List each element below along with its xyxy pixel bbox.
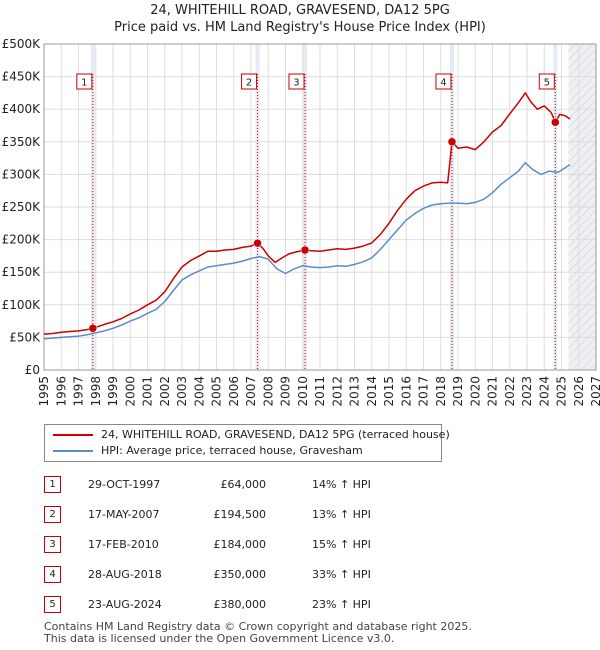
sale-row: 4 28-AUG-2018 £350,000 33% ↑ HPI xyxy=(0,564,600,586)
y-tick-label: £100K xyxy=(2,298,42,312)
legend-label-hpi: HPI: Average price, terraced house, Grav… xyxy=(101,444,363,457)
sale-hpi-change: 33% ↑ HPI xyxy=(312,568,371,581)
x-tick-label: 2017 xyxy=(417,376,431,407)
legend-swatch-hpi xyxy=(53,450,93,452)
y-tick-label: £400K xyxy=(2,102,42,116)
series-line-property xyxy=(43,92,571,335)
sale-number-badge: 5 xyxy=(44,596,61,613)
sale-point xyxy=(300,245,310,255)
y-tick-label: £450K xyxy=(2,70,42,84)
sale-label-box xyxy=(241,73,258,90)
x-tick-label: 2020 xyxy=(468,376,482,407)
sale-point xyxy=(447,137,457,147)
legend-swatch-property xyxy=(53,434,93,436)
sale-label-text: 2 xyxy=(246,78,252,89)
x-tick-label: 2000 xyxy=(123,376,137,407)
price-chart: 1 2 3 4 5 £0 £50K £100K £150K £200K £250K £300K £350… xyxy=(2,37,600,407)
chart-title-subtitle: Price paid vs. HM Land Registry's House … xyxy=(114,20,486,35)
sale-row: 2 17-MAY-2007 £194,500 13% ↑ HPI xyxy=(0,504,600,526)
sale-number-badge: 1 xyxy=(44,476,61,493)
footer-licence: This data is licensed under the Open Gov… xyxy=(44,632,395,645)
sale-date: 29-OCT-1997 xyxy=(88,478,161,491)
sale-price: £380,000 xyxy=(213,598,267,611)
sale-point xyxy=(253,238,262,248)
legend-label-property: 24, WHITEHILL ROAD, GRAVESEND, DA12 5PG … xyxy=(101,428,450,441)
sale-number-badge: 4 xyxy=(44,566,61,583)
sale-number-badge: 2 xyxy=(44,506,61,523)
x-tick-label: 2027 xyxy=(589,376,600,407)
x-tick-label: 2003 xyxy=(175,376,189,407)
y-tick-label: £350K xyxy=(2,135,42,149)
sale-hpi-change: 13% ↑ HPI xyxy=(312,508,371,521)
x-tick-label: 2011 xyxy=(313,376,327,407)
x-tick-label: 1996 xyxy=(54,376,68,407)
sale-date: 23-AUG-2024 xyxy=(88,598,162,611)
sale-label-text: 5 xyxy=(544,78,550,89)
series-line-hpi xyxy=(43,161,571,340)
sale-row: 5 23-AUG-2024 £380,000 23% ↑ HPI xyxy=(0,594,600,616)
x-tick-label: 2016 xyxy=(399,376,413,407)
x-tick-label: 2014 xyxy=(365,376,379,407)
x-tick-label: 2022 xyxy=(503,376,517,407)
sale-label-box xyxy=(288,73,305,90)
y-tick-label: £300K xyxy=(2,167,42,181)
sale-row: 1 29-OCT-1997 £64,000 14% ↑ HPI xyxy=(0,474,600,496)
x-tick-label: 2023 xyxy=(520,376,534,407)
sale-date: 17-MAY-2007 xyxy=(88,508,160,521)
sale-row: 3 17-FEB-2010 £184,000 15% ↑ HPI xyxy=(0,534,600,556)
sale-hpi-change: 23% ↑ HPI xyxy=(312,598,371,611)
sale-point xyxy=(88,324,98,333)
sale-price: £194,500 xyxy=(213,508,267,521)
sale-label-text: 1 xyxy=(81,78,87,89)
x-tick-label: 2008 xyxy=(261,376,275,407)
x-tick-label: 2004 xyxy=(192,376,206,407)
x-tick-label: 2026 xyxy=(572,376,586,407)
x-tick-label: 1999 xyxy=(106,376,120,407)
sale-label-box xyxy=(76,73,93,90)
x-tick-label: 2015 xyxy=(382,376,396,407)
sale-point xyxy=(551,117,560,127)
x-tick-label: 2019 xyxy=(451,376,465,407)
sale-price: £184,000 xyxy=(213,538,267,551)
y-tick-label: £500K xyxy=(2,37,42,51)
sale-label-text: 4 xyxy=(440,78,446,89)
footer-attribution: Contains HM Land Registry data © Crown c… xyxy=(44,621,472,645)
x-tick-label: 2010 xyxy=(296,376,310,407)
x-tick-label: 2001 xyxy=(141,376,155,407)
y-tick-label: £200K xyxy=(2,233,42,247)
chart-title-address: 24, WHITEHILL ROAD, GRAVESEND, DA12 5PG xyxy=(150,3,450,18)
x-tick-label: 2025 xyxy=(555,376,569,407)
x-tick-label: 2024 xyxy=(537,376,551,407)
sale-price: £64,000 xyxy=(220,478,267,491)
sale-label-box xyxy=(538,73,555,90)
x-tick-label: 2007 xyxy=(244,376,258,407)
x-tick-label: 2002 xyxy=(158,376,172,407)
legend: 24, WHITEHILL ROAD, GRAVESEND, DA12 5PG … xyxy=(44,424,450,462)
sale-date: 28-AUG-2018 xyxy=(88,568,162,581)
x-tick-label: 1995 xyxy=(37,376,51,407)
x-tick-label: 2012 xyxy=(330,376,344,407)
sale-number-badge: 3 xyxy=(44,536,61,553)
x-tick-label: 2013 xyxy=(348,376,362,407)
x-tick-label: 2005 xyxy=(210,376,224,407)
sale-hpi-change: 15% ↑ HPI xyxy=(312,538,371,551)
y-tick-label: £150K xyxy=(2,265,42,279)
x-tick-label: 1998 xyxy=(89,376,103,407)
sale-date: 17-FEB-2010 xyxy=(88,538,159,551)
x-tick-label: 2021 xyxy=(486,376,500,407)
y-tick-label: £0 xyxy=(25,363,40,377)
footer-copyright: Contains HM Land Registry data © Crown c… xyxy=(44,620,472,633)
y-tick-label: £50K xyxy=(9,330,41,344)
sale-label-box xyxy=(435,73,452,90)
sale-hpi-change: 14% ↑ HPI xyxy=(312,478,371,491)
x-tick-label: 2018 xyxy=(434,376,448,407)
x-tick-label: 2006 xyxy=(227,376,241,407)
x-tick-label: 1997 xyxy=(72,376,86,407)
x-tick-label: 2009 xyxy=(279,376,293,407)
y-tick-label: £250K xyxy=(2,200,42,214)
sale-label-text: 3 xyxy=(293,78,299,89)
sale-price: £350,000 xyxy=(213,568,267,581)
plot-border xyxy=(43,43,597,371)
